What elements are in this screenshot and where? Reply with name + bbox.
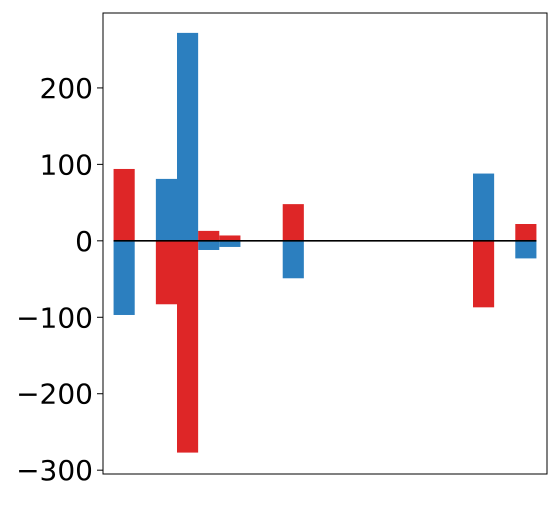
y-tick-label: 100 — [40, 148, 93, 181]
bar-series1-4 — [198, 240, 220, 250]
bar-series2-1 — [113, 168, 135, 241]
bar-series2-8 — [515, 224, 537, 241]
bar-series1-6 — [282, 240, 304, 279]
bar-series1-3 — [177, 32, 199, 241]
bar-series2-3 — [177, 240, 199, 453]
bar-series2-7 — [473, 240, 495, 308]
bar-series2-2 — [155, 240, 177, 305]
y-tick-label: −100 — [16, 301, 93, 334]
bar-series2-4 — [198, 230, 220, 241]
bar-series1-8 — [515, 240, 537, 259]
bar-series2-6 — [282, 204, 304, 241]
bar-series1-2 — [155, 178, 177, 241]
y-tick-label: −300 — [16, 454, 93, 487]
bar-series1-1 — [113, 240, 135, 315]
bar-series1-5 — [219, 240, 241, 247]
y-tick-label: 200 — [40, 72, 93, 105]
bar-series2-5 — [219, 235, 241, 241]
y-tick-label: −200 — [16, 378, 93, 411]
plot-frame — [102, 12, 548, 475]
bar-series1-7 — [473, 173, 495, 241]
y-tick-label: 0 — [75, 225, 93, 258]
